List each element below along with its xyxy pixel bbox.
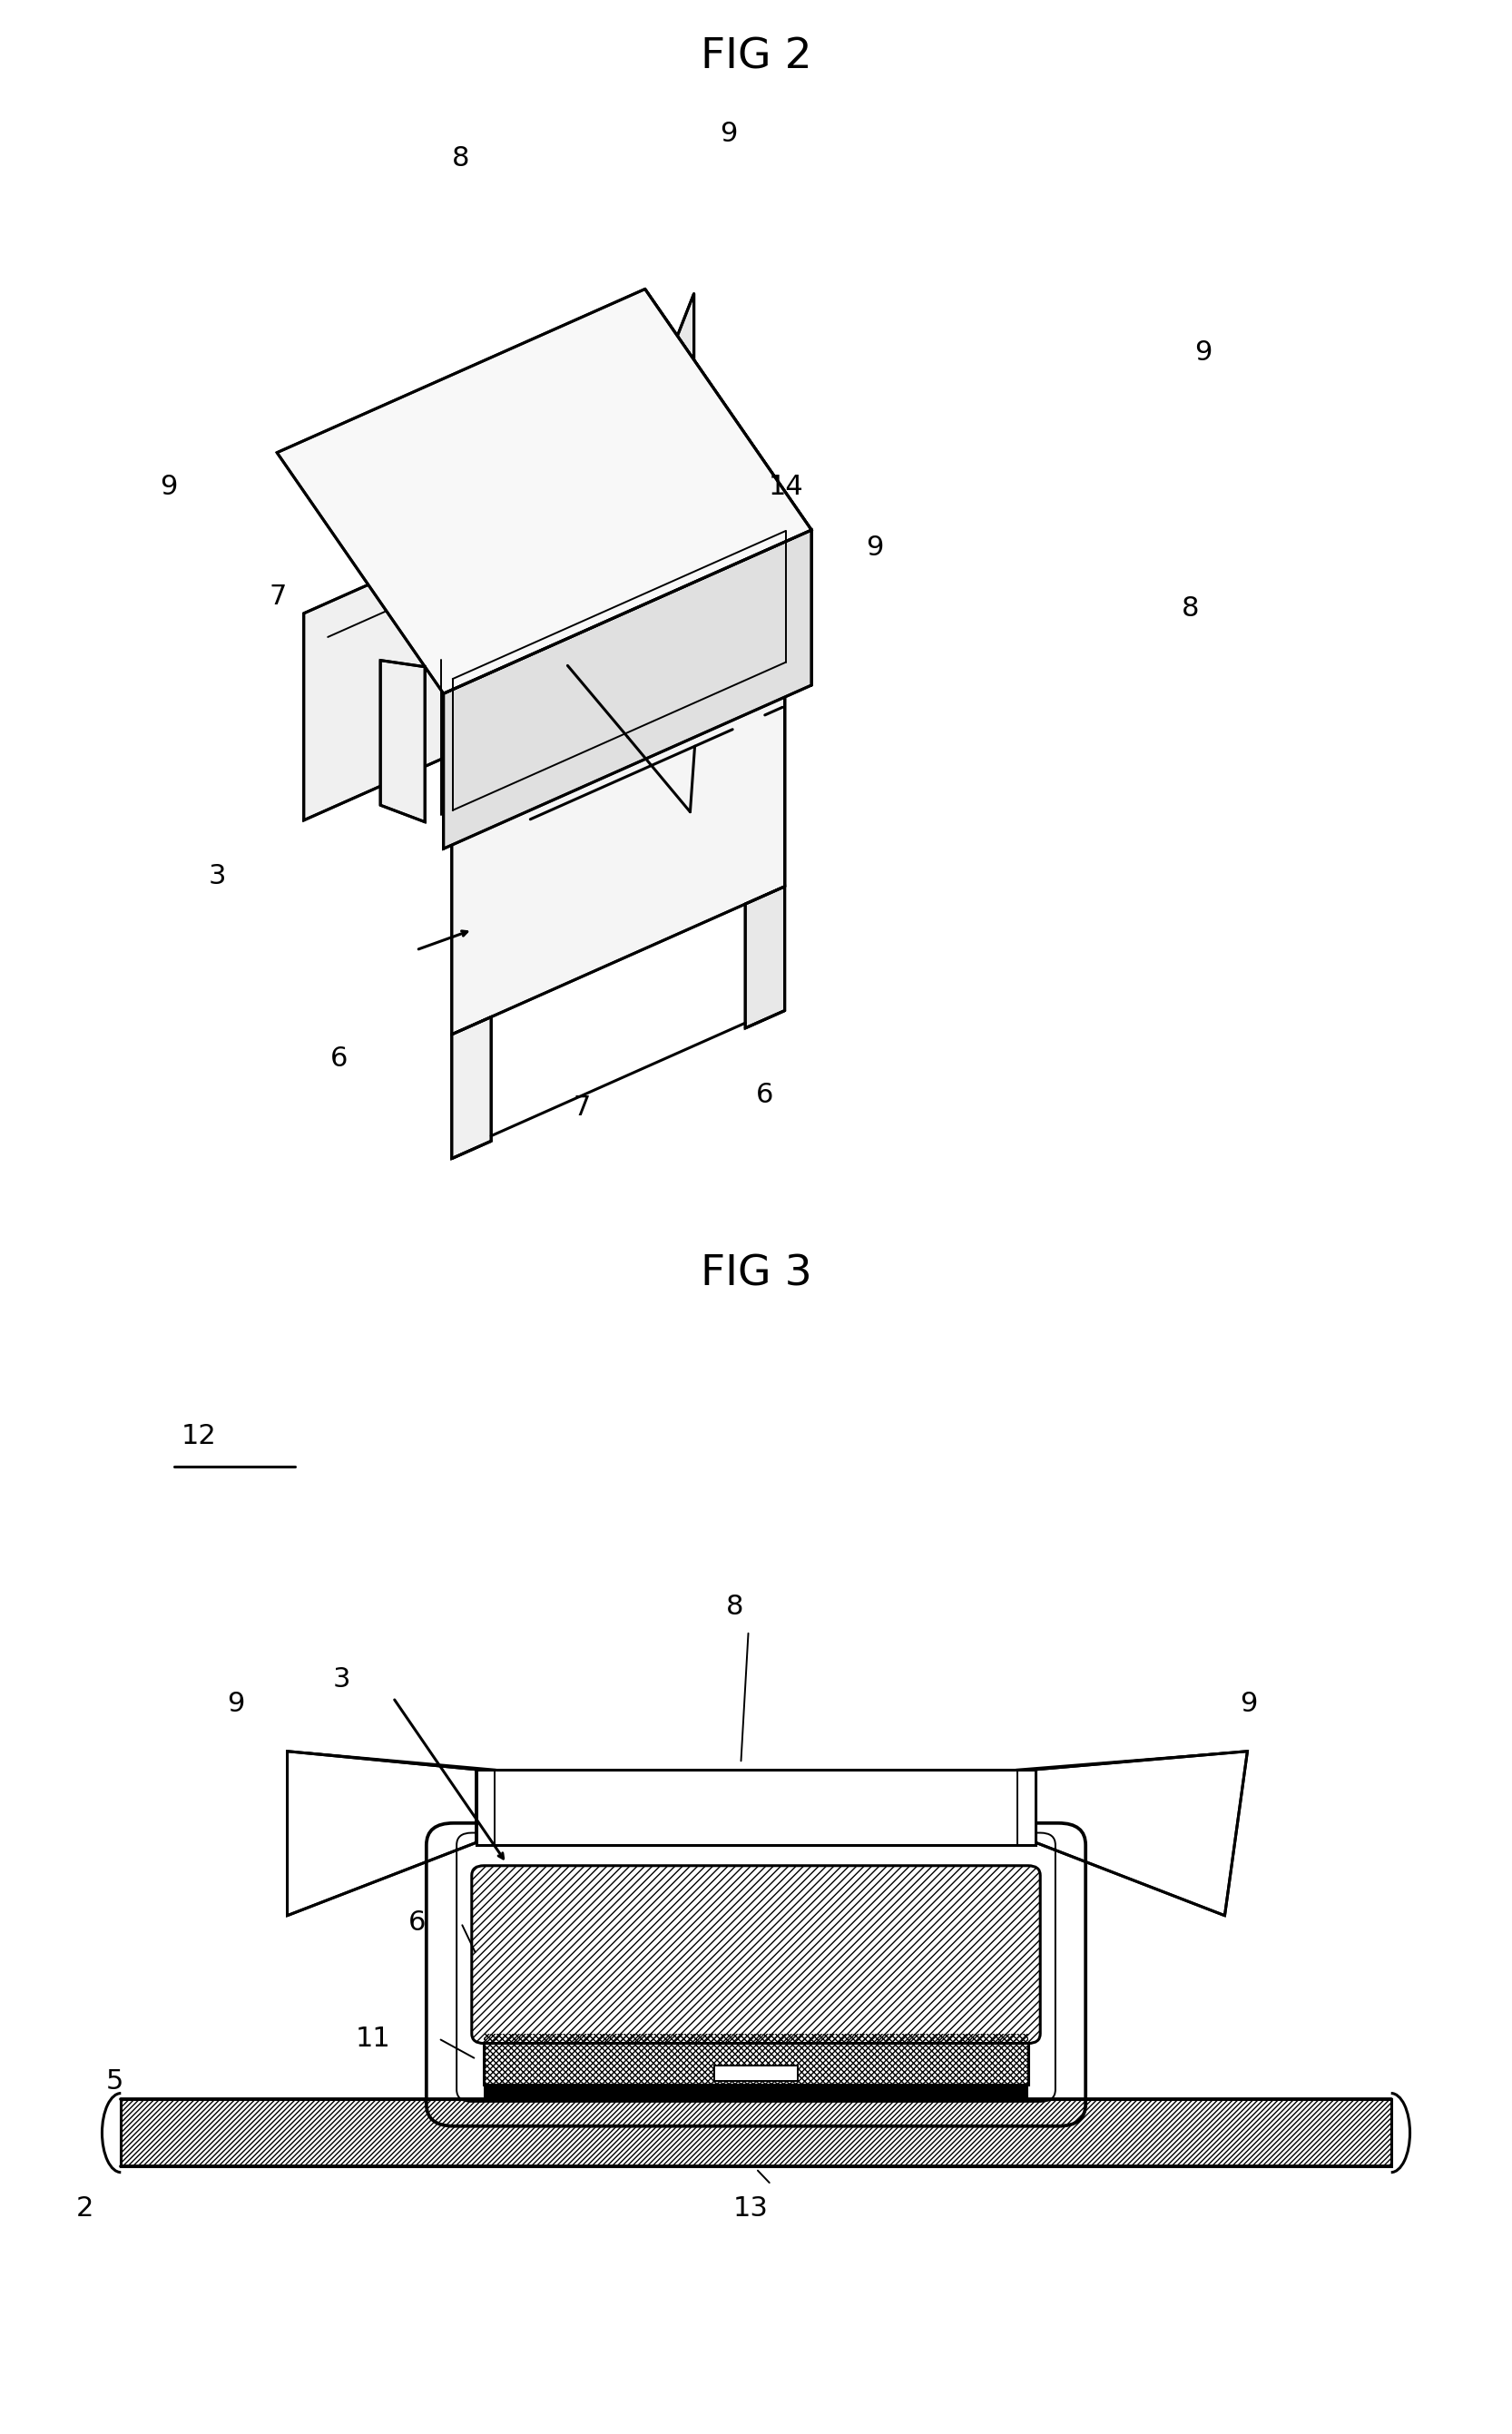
Text: 9: 9 [1240, 1692, 1258, 1716]
Text: 6: 6 [330, 1047, 348, 1071]
Text: FIG 3: FIG 3 [700, 1254, 812, 1295]
Polygon shape [677, 295, 694, 492]
Text: 11: 11 [355, 2025, 390, 2052]
Bar [484, 2084, 1028, 2098]
Text: 14: 14 [768, 475, 803, 499]
Bar [121, 2098, 1391, 2166]
Text: 5: 5 [106, 2069, 124, 2093]
Text: 8: 8 [452, 146, 469, 170]
Polygon shape [452, 679, 785, 1034]
Text: 9: 9 [160, 475, 177, 499]
Text: 9: 9 [1194, 341, 1211, 365]
Polygon shape [637, 465, 785, 886]
Polygon shape [287, 1752, 476, 1916]
Polygon shape [597, 672, 637, 813]
Text: 8: 8 [1182, 596, 1199, 621]
Bar [476, 1770, 1036, 1845]
Text: 7: 7 [269, 584, 287, 608]
Text: 13: 13 [733, 2195, 768, 2222]
Bar [714, 2064, 798, 2081]
Polygon shape [1036, 1752, 1247, 1916]
Bar [121, 2098, 1391, 2166]
Polygon shape [745, 886, 785, 1027]
Text: 7: 7 [573, 1095, 591, 1120]
Text: 6: 6 [756, 1083, 774, 1107]
Polygon shape [277, 290, 812, 694]
Text: 9: 9 [227, 1692, 245, 1716]
Text: 9: 9 [865, 535, 883, 560]
Text: 3: 3 [209, 864, 225, 888]
Polygon shape [443, 531, 812, 849]
Text: 6: 6 [408, 1911, 426, 1935]
Text: 8: 8 [726, 1594, 744, 1619]
Text: 9: 9 [720, 122, 736, 146]
Bar [484, 2035, 1028, 2084]
Polygon shape [304, 465, 637, 820]
Polygon shape [381, 660, 425, 823]
Text: 12: 12 [181, 1424, 216, 1448]
Bar [484, 2035, 1028, 2084]
Polygon shape [646, 290, 812, 686]
FancyBboxPatch shape [472, 1867, 1040, 2045]
Text: 2: 2 [76, 2195, 94, 2222]
Polygon shape [668, 472, 680, 696]
Text: 3: 3 [333, 1667, 351, 1692]
Polygon shape [452, 1017, 491, 1159]
Text: FIG 2: FIG 2 [700, 37, 812, 78]
